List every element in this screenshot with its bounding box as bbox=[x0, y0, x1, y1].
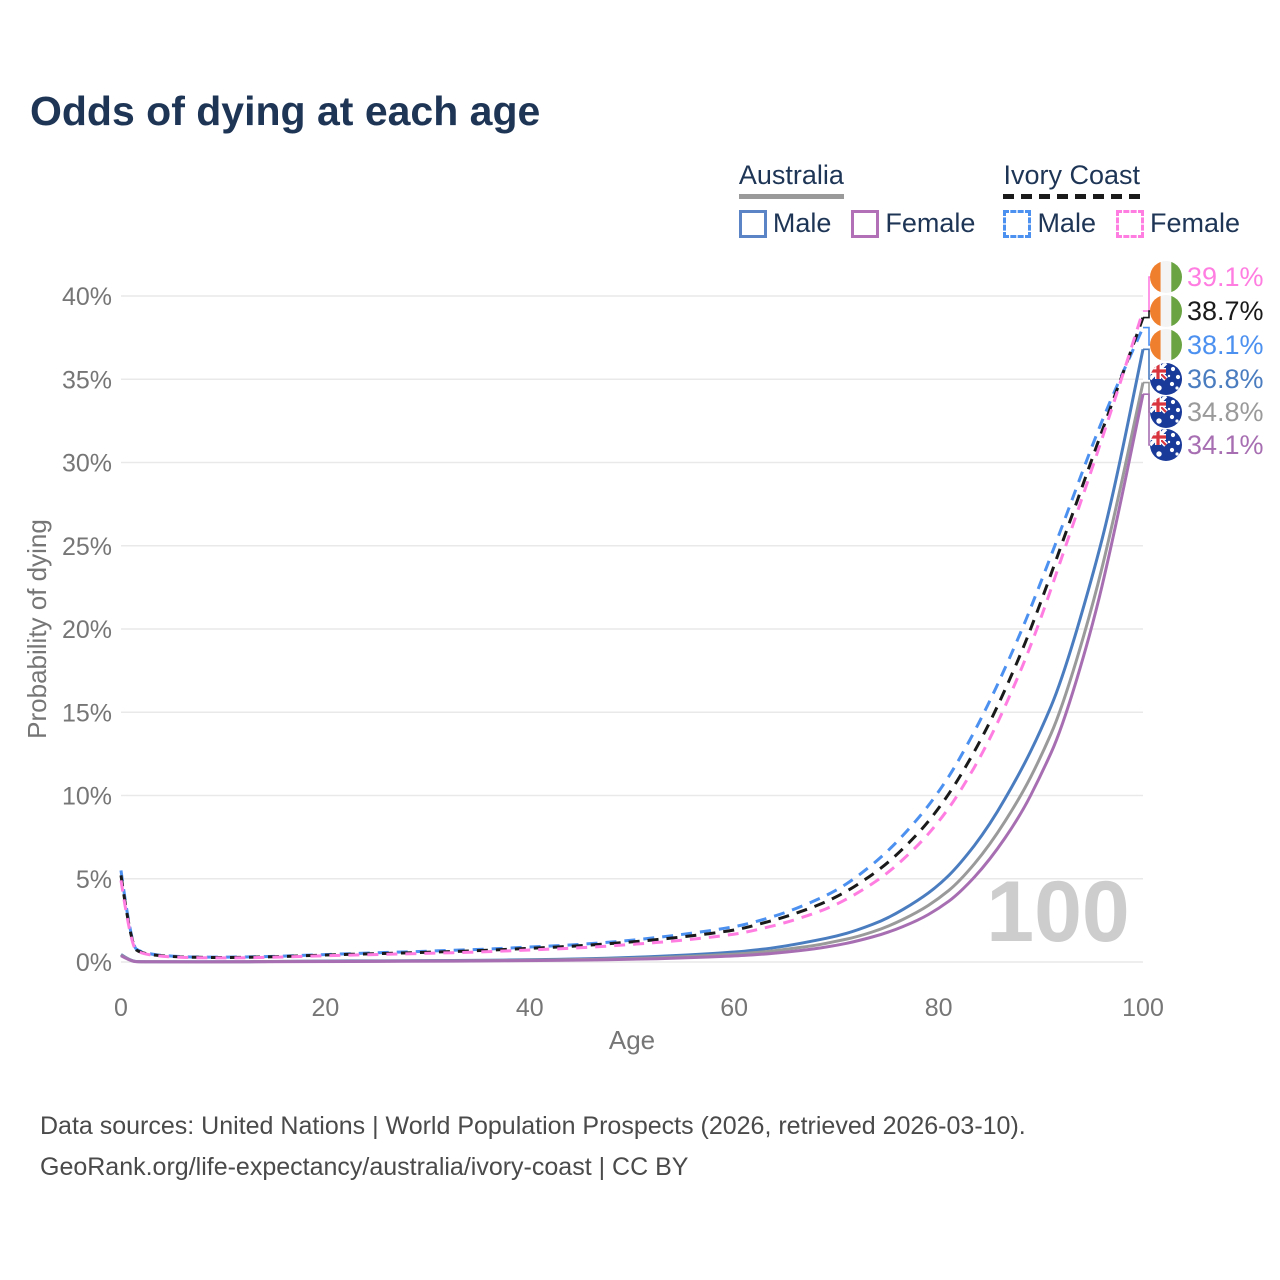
legend-country-australia: Australia bbox=[738, 160, 844, 199]
y-axis-title: Probability of dying bbox=[22, 519, 52, 739]
end-value-label-ic-male: 38.1% bbox=[1187, 330, 1264, 360]
footer: Data sources: United Nations | World Pop… bbox=[40, 1106, 1026, 1188]
x-tick-label: 80 bbox=[925, 994, 953, 1022]
ivory-coast-flag-icon bbox=[1150, 329, 1182, 361]
y-tick-label: 5% bbox=[76, 866, 112, 894]
legend-country-ivory-coast: Ivory Coast bbox=[1003, 160, 1140, 199]
australia-flag-icon bbox=[1150, 429, 1182, 461]
x-tick-label: 100 bbox=[1122, 994, 1164, 1022]
australia-female-swatch-icon bbox=[851, 209, 880, 238]
x-tick-label: 60 bbox=[720, 994, 748, 1022]
legend-item-australia-male[interactable]: Male bbox=[738, 208, 832, 239]
legend-item-australia-female[interactable]: Female bbox=[851, 208, 975, 239]
legend-item-ivory-coast-male[interactable]: Male bbox=[1003, 208, 1096, 239]
ivory-coast-flag-icon bbox=[1150, 295, 1182, 327]
y-tick-label: 0% bbox=[76, 949, 112, 977]
x-tick-label: 20 bbox=[311, 994, 339, 1022]
y-tick-label: 10% bbox=[62, 783, 112, 811]
y-tick-label: 25% bbox=[62, 533, 112, 561]
legend: Australia Male Female Ivory Coast bbox=[738, 160, 1240, 239]
australia-flag-icon bbox=[1150, 396, 1182, 428]
legend-country-label: Australia bbox=[738, 160, 844, 190]
series-line-ic-female[interactable] bbox=[119, 310, 1145, 960]
legend-item-label: Female bbox=[1149, 208, 1240, 238]
end-value-label-au-female: 34.1% bbox=[1187, 430, 1264, 460]
chart-title: Odds of dying at each age bbox=[30, 88, 541, 134]
x-tick-label: 0 bbox=[114, 994, 128, 1022]
ivory-coast-flag-icon bbox=[1150, 261, 1182, 293]
end-value-label-ic-female: 39.1% bbox=[1187, 262, 1264, 292]
ivory-coast-dashed-line-sample bbox=[1003, 194, 1140, 199]
y-tick-label: 15% bbox=[62, 699, 112, 727]
y-tick-label: 20% bbox=[62, 616, 112, 644]
series-lines bbox=[119, 310, 1145, 964]
y-tick-label: 35% bbox=[62, 366, 112, 394]
legend-item-label: Male bbox=[1037, 208, 1096, 238]
australia-male-swatch-icon bbox=[738, 209, 767, 238]
series-line-ic-total[interactable] bbox=[119, 317, 1145, 959]
legend-country-label: Ivory Coast bbox=[1003, 160, 1140, 190]
ivory-coast-male-swatch-icon bbox=[1003, 209, 1032, 238]
axis-ticks: 0% 5% 10% 15% 20% 25% 30% 35% 40% 0 20 40 60 80 100 bbox=[62, 283, 1164, 1022]
leader-line-ic-female bbox=[1143, 276, 1152, 312]
end-value-label-au-total: 34.8% bbox=[1187, 397, 1264, 427]
x-axis-title: Age bbox=[609, 1025, 655, 1055]
footer-attribution: GeoRank.org/life-expectancy/australia/iv… bbox=[40, 1153, 689, 1181]
australia-solid-line-sample bbox=[738, 194, 844, 199]
legend-group-australia: Australia Male Female bbox=[738, 160, 975, 239]
y-tick-label: 40% bbox=[62, 283, 112, 311]
legend-item-label: Female bbox=[885, 208, 976, 238]
end-value-label-au-male: 36.8% bbox=[1187, 364, 1264, 394]
footer-data-sources: Data sources: United Nations | World Pop… bbox=[40, 1112, 1026, 1140]
leader-line-au-female bbox=[1143, 393, 1152, 446]
legend-group-ivory-coast: Ivory Coast Male Female bbox=[1003, 160, 1240, 239]
ivory-coast-female-swatch-icon bbox=[1115, 209, 1144, 238]
x-tick-label: 40 bbox=[516, 994, 544, 1022]
legend-item-label: Male bbox=[772, 208, 832, 238]
series-line-ic-male[interactable] bbox=[119, 326, 1145, 959]
age-watermark: 100 bbox=[986, 864, 1130, 960]
y-tick-label: 30% bbox=[62, 450, 112, 478]
gridlines bbox=[121, 295, 1143, 963]
end-labels: 39.1% 38.7% 38.1% 36.8%34.8%34.1% bbox=[1143, 261, 1264, 461]
australia-flag-icon bbox=[1150, 363, 1182, 395]
series-line-au-female[interactable] bbox=[120, 393, 1145, 964]
legend-item-ivory-coast-female[interactable]: Female bbox=[1115, 208, 1240, 239]
end-value-label-ic-total: 38.7% bbox=[1187, 296, 1264, 326]
